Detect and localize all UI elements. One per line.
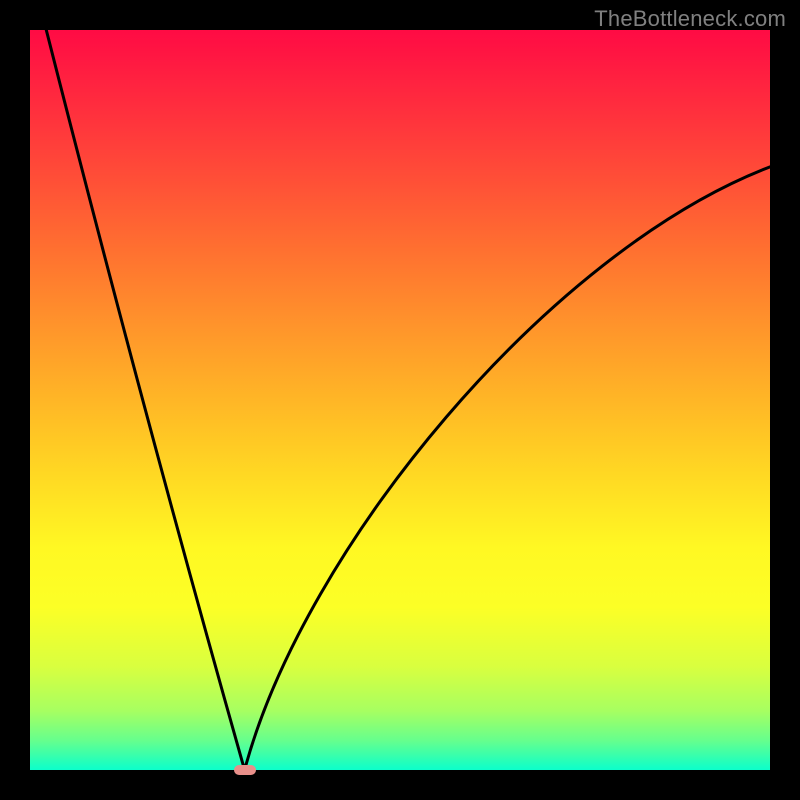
optimal-marker (234, 765, 256, 775)
bottleneck-curve (30, 30, 770, 770)
plot-area (30, 30, 770, 770)
chart-frame: TheBottleneck.com (0, 0, 800, 800)
watermark-label: TheBottleneck.com (594, 6, 786, 32)
